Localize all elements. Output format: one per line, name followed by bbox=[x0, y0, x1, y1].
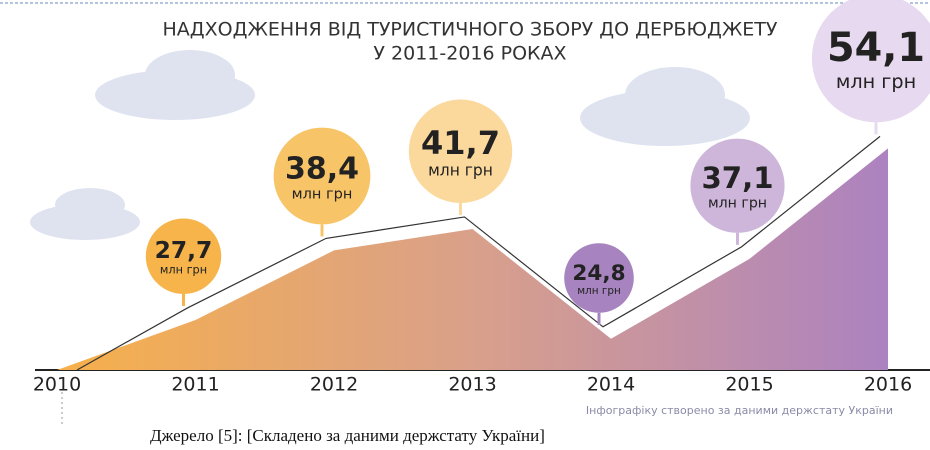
line bbox=[76, 135, 881, 371]
x-tick-label: 2011 bbox=[171, 374, 219, 396]
bubble bbox=[145, 218, 222, 294]
x-tick-label: 2012 bbox=[310, 374, 358, 396]
x-tick-label: 2014 bbox=[587, 374, 635, 396]
value-label: 54,1 bbox=[827, 25, 925, 71]
value-label: 37,1 bbox=[701, 161, 773, 195]
bubble bbox=[564, 243, 634, 313]
value-label: 24,8 bbox=[572, 261, 625, 286]
unit-label: млн грн bbox=[428, 161, 493, 179]
bubble bbox=[690, 138, 785, 233]
unit-label: млн грн bbox=[577, 285, 621, 297]
x-tick-label: 2016 bbox=[864, 374, 912, 396]
value-label: 41,7 bbox=[421, 124, 500, 162]
value-label: 27,7 bbox=[155, 236, 213, 264]
value-label: 38,4 bbox=[285, 152, 359, 187]
x-tick-label: 2010 bbox=[33, 374, 81, 396]
area bbox=[57, 148, 888, 370]
x-tick-label: 2013 bbox=[448, 374, 496, 396]
bubble bbox=[408, 99, 513, 203]
caption: Джерело [5]: [Складено за даними держста… bbox=[150, 426, 545, 445]
unit-label: млн грн bbox=[292, 186, 353, 202]
cloud bbox=[30, 50, 750, 240]
note: Інфографіку створено за даними держстату… bbox=[586, 404, 893, 417]
unit-label: млн грн bbox=[708, 196, 767, 212]
x-tick-label: 2015 bbox=[725, 374, 773, 396]
chart-title: НАДХОДЖЕННЯ ВІД ТУРИСТИЧНОГО ЗБОРУ ДО ДЕ… bbox=[163, 19, 778, 41]
bubble bbox=[811, 0, 930, 123]
bubble bbox=[273, 127, 371, 225]
chart-subtitle: У 2011-2016 РОКАХ bbox=[373, 43, 566, 65]
unit-label: млн грн bbox=[160, 264, 207, 277]
unit-label: млн грн bbox=[836, 70, 916, 93]
